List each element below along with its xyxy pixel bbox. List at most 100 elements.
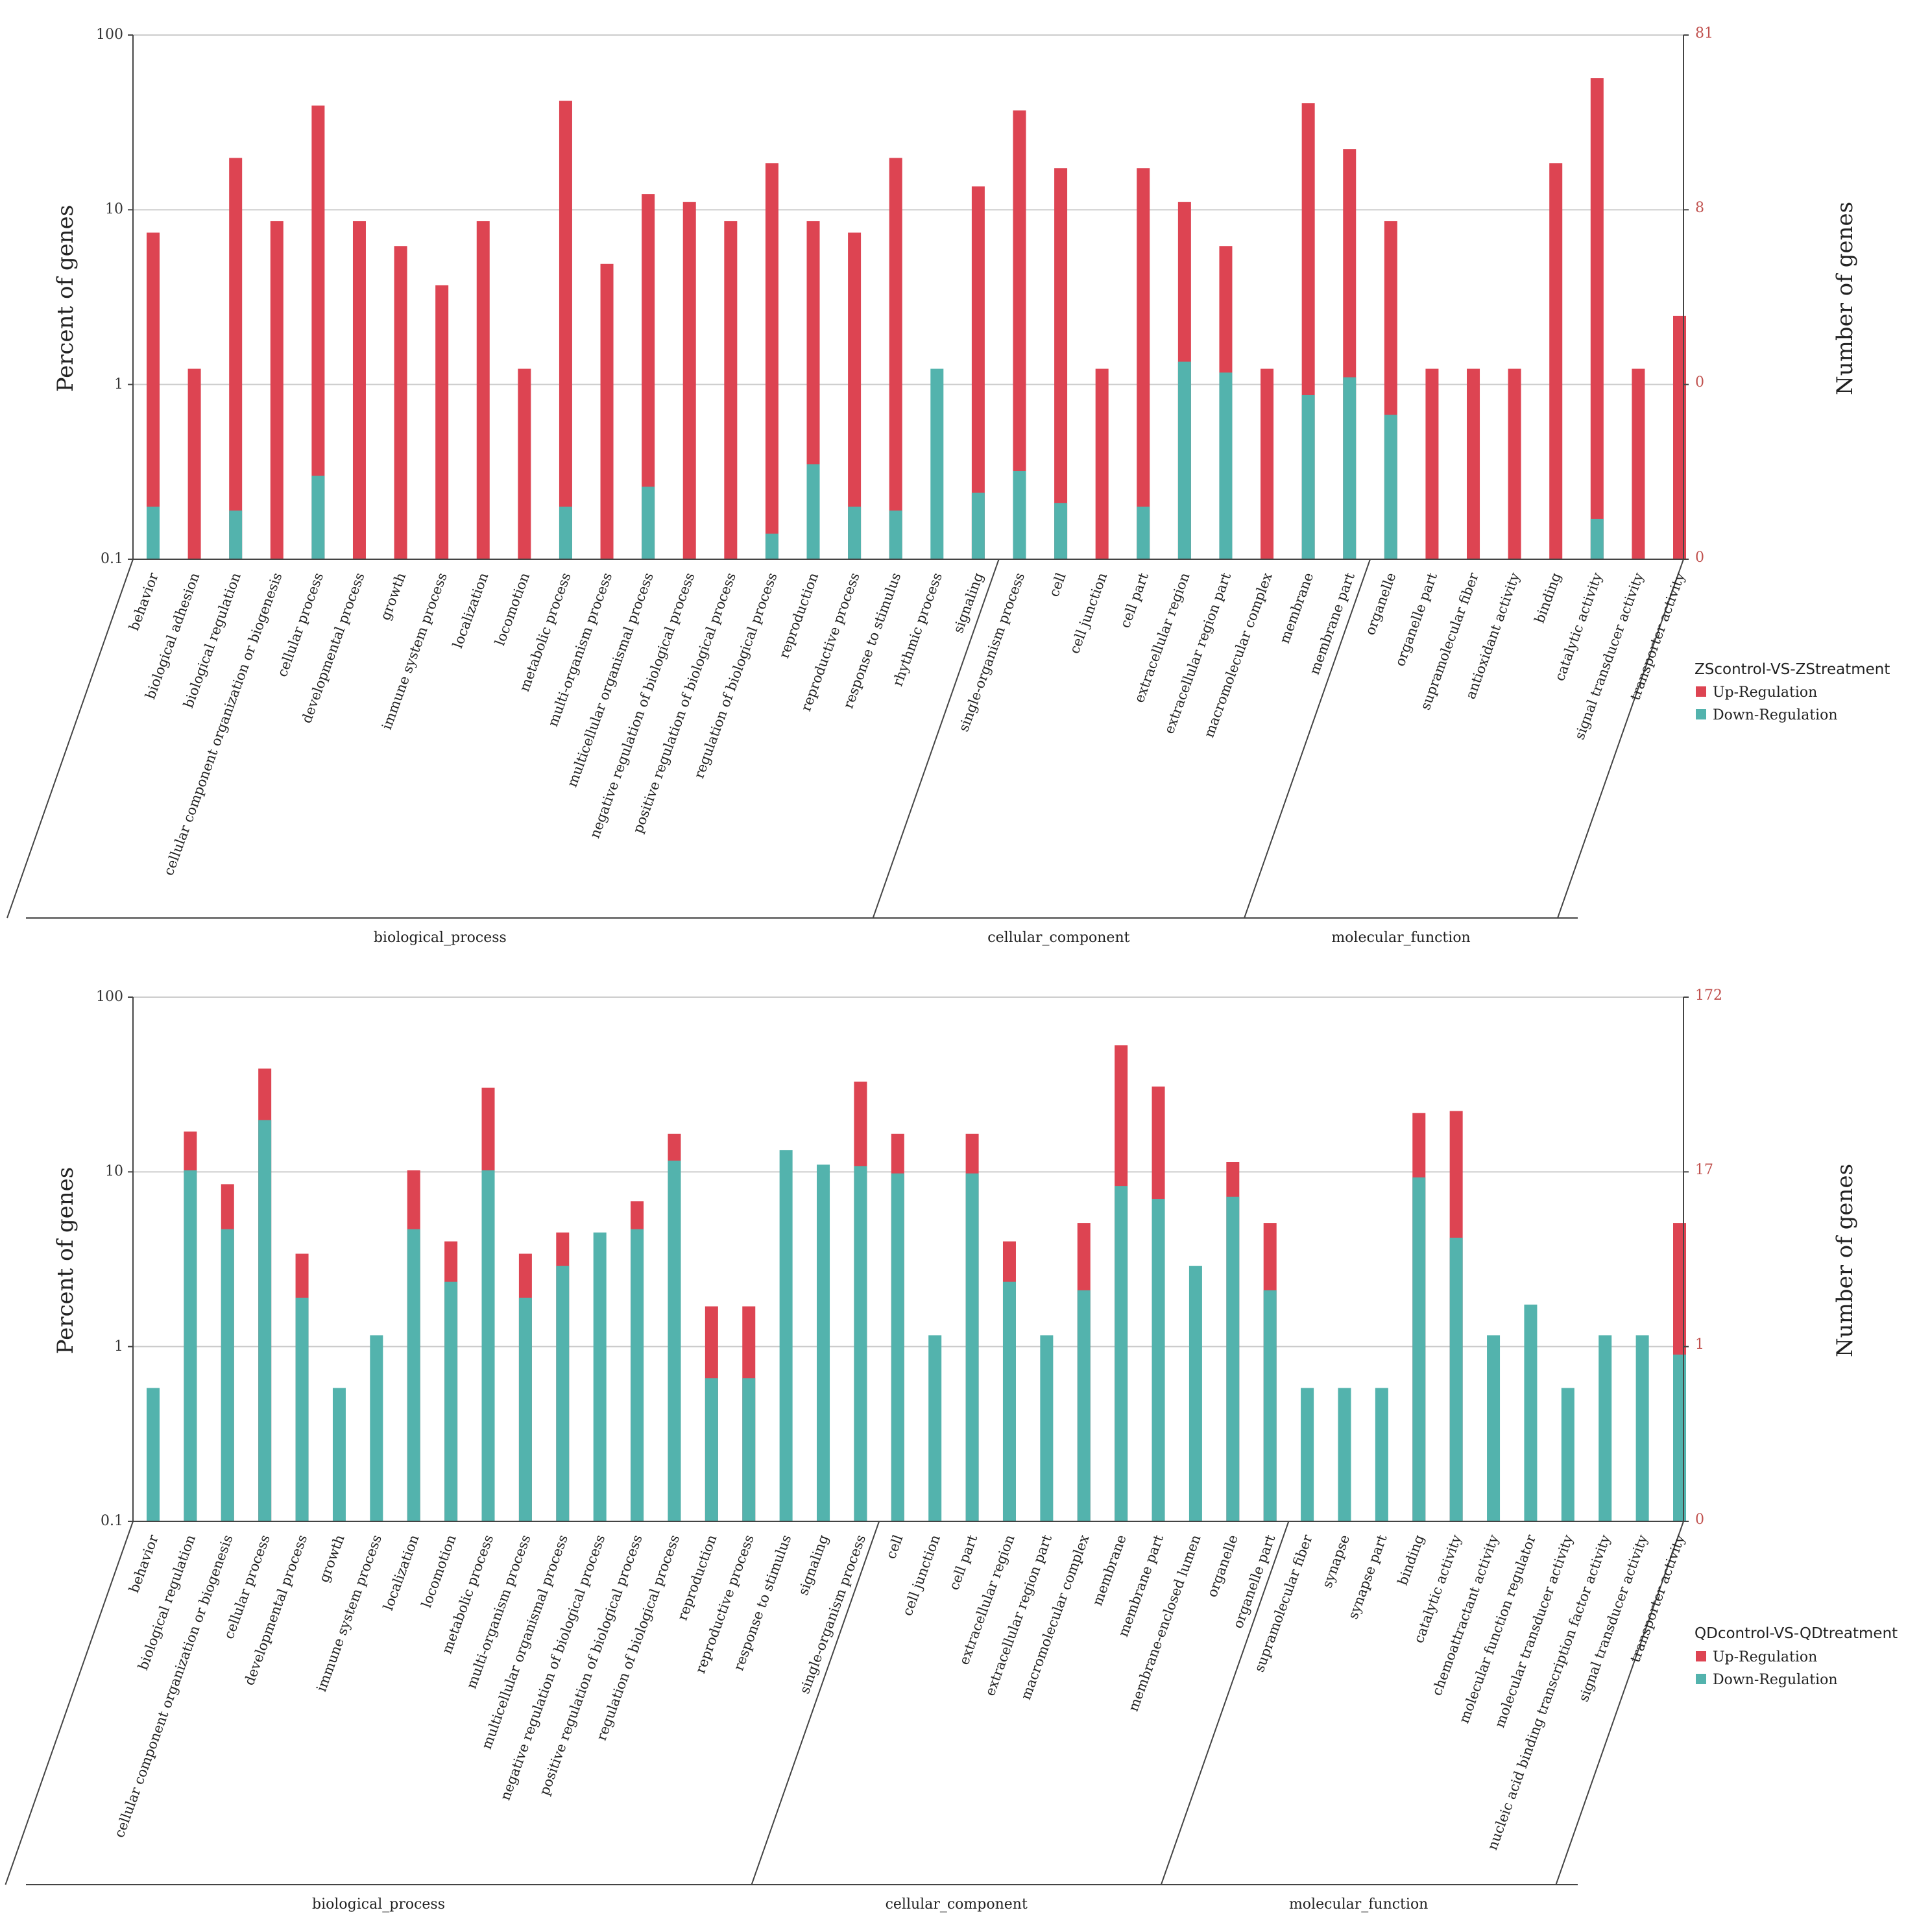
bar-down-26: [1115, 1186, 1128, 1521]
legend-swatch-up: [1696, 686, 1706, 697]
right-tick: 1: [1695, 1336, 1704, 1353]
right-tick: 0: [1695, 1512, 1704, 1528]
bar-down-36: [1487, 1335, 1501, 1521]
group-label: biological_process: [312, 1896, 445, 1913]
bar-down-10: [518, 1298, 532, 1521]
bar-up-17: [848, 232, 862, 559]
bar-down-8: [444, 1281, 458, 1521]
bar-down-3: [258, 1120, 272, 1521]
group-separator: [1557, 559, 1684, 919]
category-label: membrane part: [1307, 570, 1358, 677]
category-label: organelle: [1362, 571, 1399, 638]
legend-up-label: Up-Regulation: [1713, 1649, 1817, 1665]
right-tick: 17: [1695, 1162, 1713, 1178]
bar-down-7: [407, 1229, 420, 1521]
bar-down-13: [631, 1229, 644, 1521]
bar-down-25: [1077, 1290, 1091, 1521]
right-y-label: Number of genes: [1832, 1164, 1858, 1357]
bar-down-34: [1412, 1177, 1426, 1521]
left-y-ticks: 100 10 1 0.1: [96, 989, 123, 1529]
gridlines: [133, 34, 1683, 385]
bar-up-18: [889, 158, 902, 559]
right-tick: 0: [1695, 549, 1704, 566]
bar-down-16: [806, 464, 820, 559]
bar-down-18: [889, 510, 902, 559]
bar-up-5: [352, 221, 366, 559]
bar-down-35: [1590, 518, 1604, 559]
bar-up-21: [1013, 110, 1026, 559]
bar-down-10: [559, 506, 572, 559]
left-tick: 10: [105, 1163, 123, 1179]
bar-up-22: [1054, 168, 1068, 559]
axes: [5, 996, 1689, 1885]
category-label: behavior: [126, 570, 162, 633]
category-label: membrane: [1089, 1533, 1129, 1608]
group-labels: biological_process cellular_component mole…: [374, 930, 1471, 946]
bar-up-12: [642, 194, 655, 559]
bar-up-1: [187, 368, 201, 559]
category-label: reproduction: [675, 1533, 720, 1623]
group-separator: [872, 559, 1000, 919]
left-tick: 1: [114, 1338, 123, 1355]
group-label: cellular_component: [886, 1896, 1028, 1913]
axes: [6, 34, 1689, 919]
category-label: cell part: [946, 1532, 980, 1592]
category-label: behavior: [126, 1532, 162, 1595]
bar-down-38: [1561, 1388, 1574, 1521]
bar-down-15: [765, 533, 778, 559]
left-y-label: Percent of genes: [53, 205, 78, 392]
bar-up-14: [724, 221, 738, 559]
bar-down-4: [311, 476, 325, 559]
right-y-ticks: 172 17 1 0: [1695, 987, 1722, 1528]
bar-down-24: [1137, 506, 1150, 559]
chart-panel-top: 100 10 1 0.1 81 8 0 0 Percent of genes N…: [6, 25, 1890, 946]
left-y-ticks: 100 10 1 0.1: [96, 27, 123, 567]
category-label: reproduction: [776, 571, 821, 661]
left-tick: 0.1: [101, 551, 123, 567]
category-label: organelle part: [1392, 570, 1441, 668]
bar-down-32: [1338, 1388, 1351, 1521]
legend-down-label: Down-Regulation: [1713, 1672, 1838, 1688]
legend-up-label: Up-Regulation: [1713, 684, 1817, 701]
category-label: chemoattractant activity: [1429, 1532, 1502, 1697]
bar-up-7: [435, 285, 449, 559]
bar-down-2: [229, 510, 243, 559]
bar-down-33: [1375, 1388, 1388, 1521]
bar-up-9: [518, 368, 531, 559]
bar-down-40: [1635, 1335, 1649, 1521]
bar-down-14: [668, 1160, 681, 1521]
bar-down-24: [1040, 1335, 1054, 1521]
bars: [147, 78, 1686, 560]
right-y-ticks: 81 8 0 0: [1695, 25, 1713, 566]
group-separator: [1160, 1521, 1290, 1885]
left-tick: 100: [96, 27, 123, 43]
bar-down-17: [779, 1150, 793, 1521]
bar-down-28: [1301, 394, 1315, 559]
bar-up-20: [971, 186, 985, 560]
bar-up-10: [559, 101, 572, 559]
category-label: locomotion: [418, 1533, 459, 1610]
bar-down-31: [1301, 1388, 1314, 1521]
right-tick: 8: [1695, 200, 1704, 216]
bar-up-3: [270, 221, 283, 559]
right-tick: 81: [1695, 25, 1713, 42]
bar-down-22: [965, 1173, 979, 1521]
bar-down-12: [593, 1232, 607, 1521]
category-label: binding: [1395, 1533, 1427, 1588]
bar-down-29: [1226, 1196, 1240, 1521]
legend-down-label: Down-Regulation: [1713, 707, 1838, 723]
category-label: extracellular region part: [982, 1532, 1055, 1698]
group-separator: [1244, 559, 1371, 919]
bar-up-33: [1508, 368, 1521, 559]
bar-down-25: [1177, 361, 1191, 559]
category-label: synapse part: [1345, 1532, 1390, 1621]
group-separator: [6, 559, 134, 919]
category-label: binding: [1532, 571, 1564, 625]
bar-up-11: [600, 263, 614, 559]
bar-up-35: [1590, 78, 1604, 560]
bar-down-22: [1054, 503, 1068, 559]
group-label: molecular_function: [1331, 930, 1470, 946]
category-label: cell junction: [900, 1533, 943, 1618]
bar-down-30: [1384, 415, 1397, 559]
